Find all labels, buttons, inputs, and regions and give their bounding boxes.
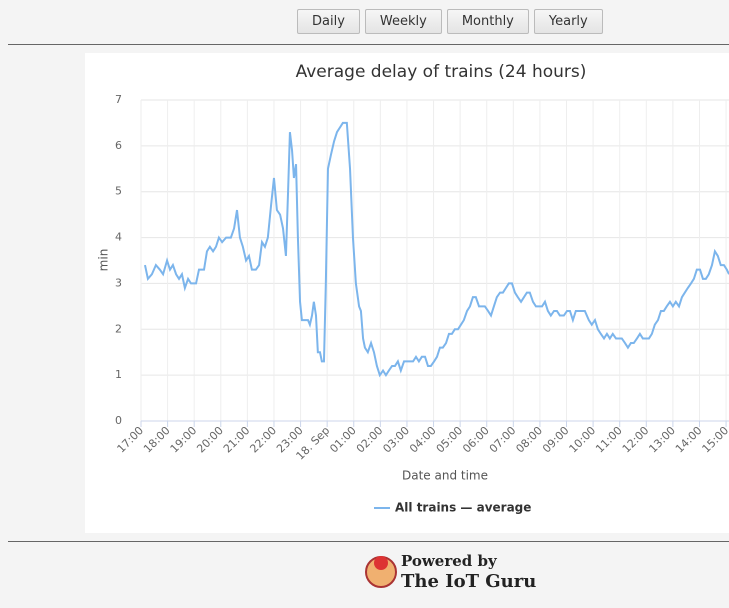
y-tick-label: 2 [115,322,122,335]
legend-label: All trains — average [395,501,531,515]
range-buttons: Daily Weekly Monthly Yearly [297,9,603,34]
x-axis-title: Date and time [402,469,488,483]
y-tick-label: 6 [115,139,122,152]
logo: Powered by The IoT Guru [365,552,536,592]
y-tick-label: 5 [115,185,122,198]
weekly-button[interactable]: Weekly [364,9,442,34]
y-tick-label: 1 [115,368,122,381]
y-axis-title: min [97,249,111,272]
y-tick-label: 7 [115,93,122,106]
y-tick-label: 0 [115,414,122,427]
chart-title: Average delay of trains (24 hours) [296,62,587,82]
divider [8,541,729,542]
powered-by: Powered by [401,552,498,570]
y-tick-label: 3 [115,276,122,289]
data-line [144,121,729,378]
daily-button[interactable]: Daily [297,9,360,34]
y-tick-label: 4 [115,231,122,244]
monthly-button[interactable]: Monthly [446,9,529,34]
divider [8,44,729,45]
yearly-button[interactable]: Yearly [533,9,603,34]
brand: The IoT Guru [401,571,536,592]
